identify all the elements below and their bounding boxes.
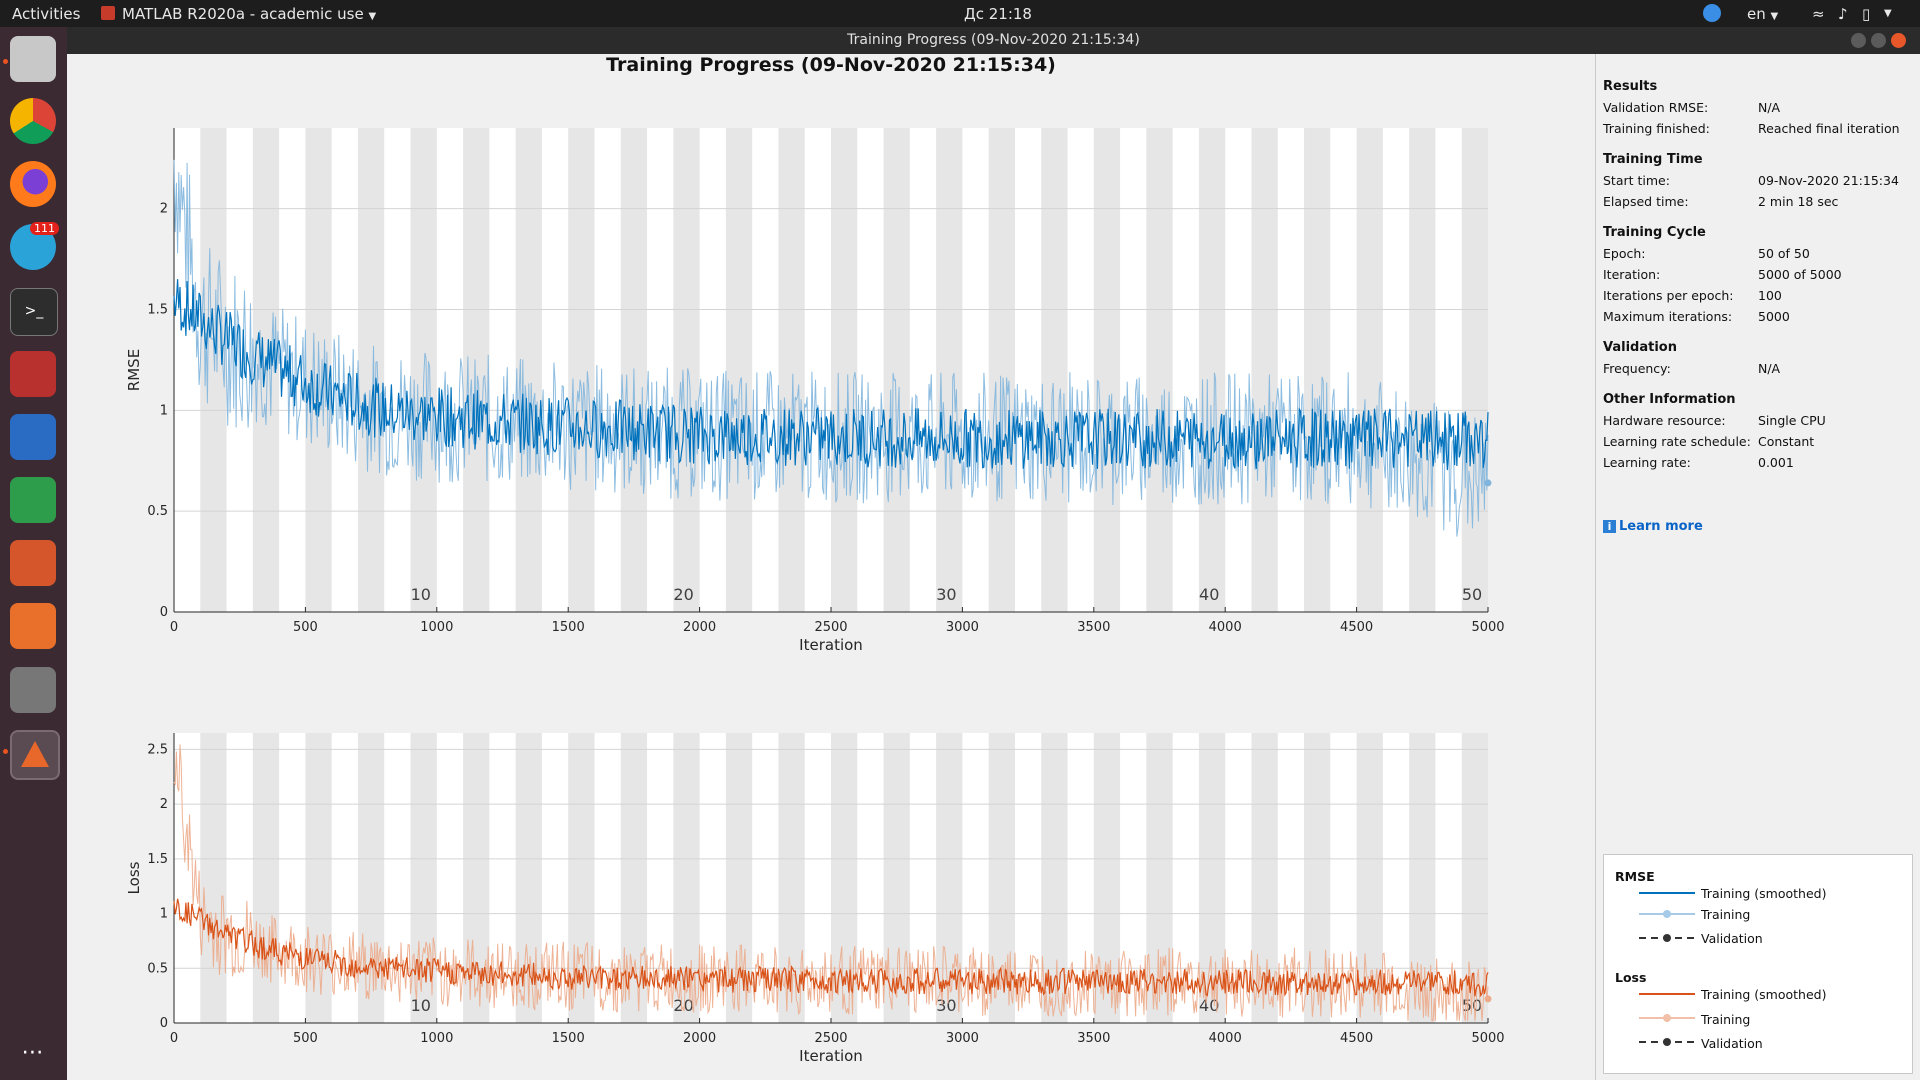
terminal-icon[interactable]: >_ [10, 288, 58, 336]
software-icon[interactable] [10, 603, 56, 649]
app-name: MATLAB R2020a - academic use [122, 5, 364, 23]
start-time-label: Start time: [1603, 173, 1670, 188]
legend-rmse-training: Training [1701, 907, 1751, 922]
legend-marker-loss-training [1663, 1014, 1671, 1022]
legend-marker-rmse-validation [1663, 934, 1671, 942]
hardware-label: Hardware resource: [1603, 413, 1726, 428]
apps-grid-icon[interactable]: ⋯ [21, 1040, 45, 1065]
matlab-logo [21, 741, 49, 767]
close-button[interactable] [1891, 33, 1906, 48]
learn-more-link[interactable]: i Learn more [1603, 519, 1703, 534]
iteration-value: 5000 of 5000 [1758, 267, 1842, 282]
firefox-icon[interactable] [10, 161, 56, 207]
app-menu[interactable]: MATLAB R2020a - academic use ▼ [122, 5, 376, 23]
lr-schedule-label: Learning rate schedule: [1603, 434, 1751, 449]
epoch-value: 50 of 50 [1758, 246, 1810, 261]
language-indicator[interactable]: en ▼ [1747, 5, 1778, 23]
training-time-title: Training Time [1603, 152, 1703, 167]
info-panel: Results Validation RMSE: N/A Training fi… [1595, 54, 1920, 1080]
legend-rmse-validation: Validation [1701, 931, 1763, 946]
volume-icon[interactable]: ♪ [1838, 5, 1848, 23]
minimize-button[interactable] [1851, 33, 1866, 48]
settings-icon[interactable] [10, 667, 56, 713]
learn-more-label: Learn more [1619, 519, 1703, 534]
notification-badge: 111 [30, 222, 59, 235]
window-titlebar[interactable]: Training Progress (09-Nov-2020 21:15:34) [67, 27, 1920, 54]
hardware-value: Single CPU [1758, 413, 1826, 428]
training-cycle-title: Training Cycle [1603, 225, 1706, 240]
chevron-down-icon: ▼ [368, 11, 377, 22]
training-finished-label: Training finished: [1603, 121, 1710, 136]
validation-rmse-label: Validation RMSE: [1603, 100, 1709, 115]
frequency-label: Frequency: [1603, 361, 1671, 376]
chrome-icon[interactable] [10, 98, 56, 144]
plot-area [67, 54, 1595, 1080]
elapsed-time-value: 2 min 18 sec [1758, 194, 1839, 209]
impress-icon[interactable] [10, 540, 56, 586]
writer-icon[interactable] [10, 414, 56, 460]
other-info-title: Other Information [1603, 392, 1736, 407]
maximize-button[interactable] [1871, 33, 1886, 48]
calc-icon[interactable] [10, 477, 56, 523]
legend-loss-training: Training [1701, 1012, 1751, 1027]
running-indicator [3, 59, 8, 64]
dock: 111 >_ ⋯ [0, 27, 67, 1080]
legend-loss-title: Loss [1615, 970, 1647, 985]
legend: RMSE Training (smoothed) Training Valida… [1603, 854, 1913, 1074]
iterations-per-epoch-label: Iterations per epoch: [1603, 288, 1734, 303]
matlab-small-icon [101, 6, 115, 20]
remote-desktop-icon[interactable] [10, 351, 56, 397]
chevron-down-icon[interactable]: ▼ [1884, 8, 1892, 19]
legend-marker-loss-validation [1663, 1038, 1671, 1046]
legend-rmse-swatches [1639, 892, 1695, 942]
files-icon[interactable] [10, 36, 56, 82]
legend-loss-swatches [1639, 993, 1695, 1046]
learning-rate-label: Learning rate: [1603, 455, 1691, 470]
clock[interactable]: Дс 21:18 [964, 5, 1032, 23]
running-indicator [3, 749, 8, 754]
legend-rmse-title: RMSE [1615, 869, 1655, 884]
iterations-per-epoch-value: 100 [1758, 288, 1782, 303]
update-icon[interactable] [1703, 4, 1721, 22]
validation-title: Validation [1603, 340, 1677, 355]
wifi-icon[interactable]: ≈ [1812, 5, 1825, 23]
training-finished-value: Reached final iteration [1758, 121, 1900, 136]
window-title: Training Progress (09-Nov-2020 21:15:34) [847, 32, 1140, 48]
matlab-icon[interactable] [10, 730, 60, 780]
lr-schedule-value: Constant [1758, 434, 1815, 449]
results-title: Results [1603, 79, 1658, 94]
info-icon: i [1603, 520, 1616, 533]
iteration-label: Iteration: [1603, 267, 1661, 282]
max-iterations-value: 5000 [1758, 309, 1790, 324]
epoch-label: Epoch: [1603, 246, 1646, 261]
elapsed-time-label: Elapsed time: [1603, 194, 1689, 209]
legend-loss-validation: Validation [1701, 1036, 1763, 1051]
legend-loss-smoothed: Training (smoothed) [1701, 987, 1827, 1002]
legend-rmse-smoothed: Training (smoothed) [1701, 886, 1827, 901]
frequency-value: N/A [1758, 361, 1781, 376]
validation-rmse-value: N/A [1758, 100, 1781, 115]
top-bar: Activities MATLAB R2020a - academic use … [0, 0, 1920, 27]
page-title: Training Progress (09-Nov-2020 21:15:34) [606, 54, 1056, 76]
battery-icon[interactable]: ▯ [1862, 5, 1871, 23]
legend-marker-rmse-training [1663, 910, 1671, 918]
start-time-value: 09-Nov-2020 21:15:34 [1758, 173, 1899, 188]
chevron-down-icon: ▼ [1770, 11, 1779, 22]
activities-button[interactable]: Activities [12, 5, 81, 23]
language-label: en [1747, 5, 1766, 23]
learning-rate-value: 0.001 [1758, 455, 1794, 470]
max-iterations-label: Maximum iterations: [1603, 309, 1733, 324]
